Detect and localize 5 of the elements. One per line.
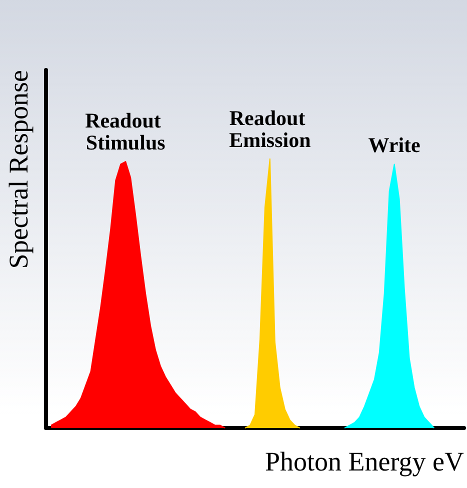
series-label: Readout Emission	[229, 106, 312, 152]
y-axis-title: Spectral Response	[4, 70, 34, 269]
series-label: Readout Stimulus	[85, 108, 166, 155]
series-label: Write	[368, 133, 420, 158]
x-axis-title: Photon Energy eV	[265, 446, 464, 476]
